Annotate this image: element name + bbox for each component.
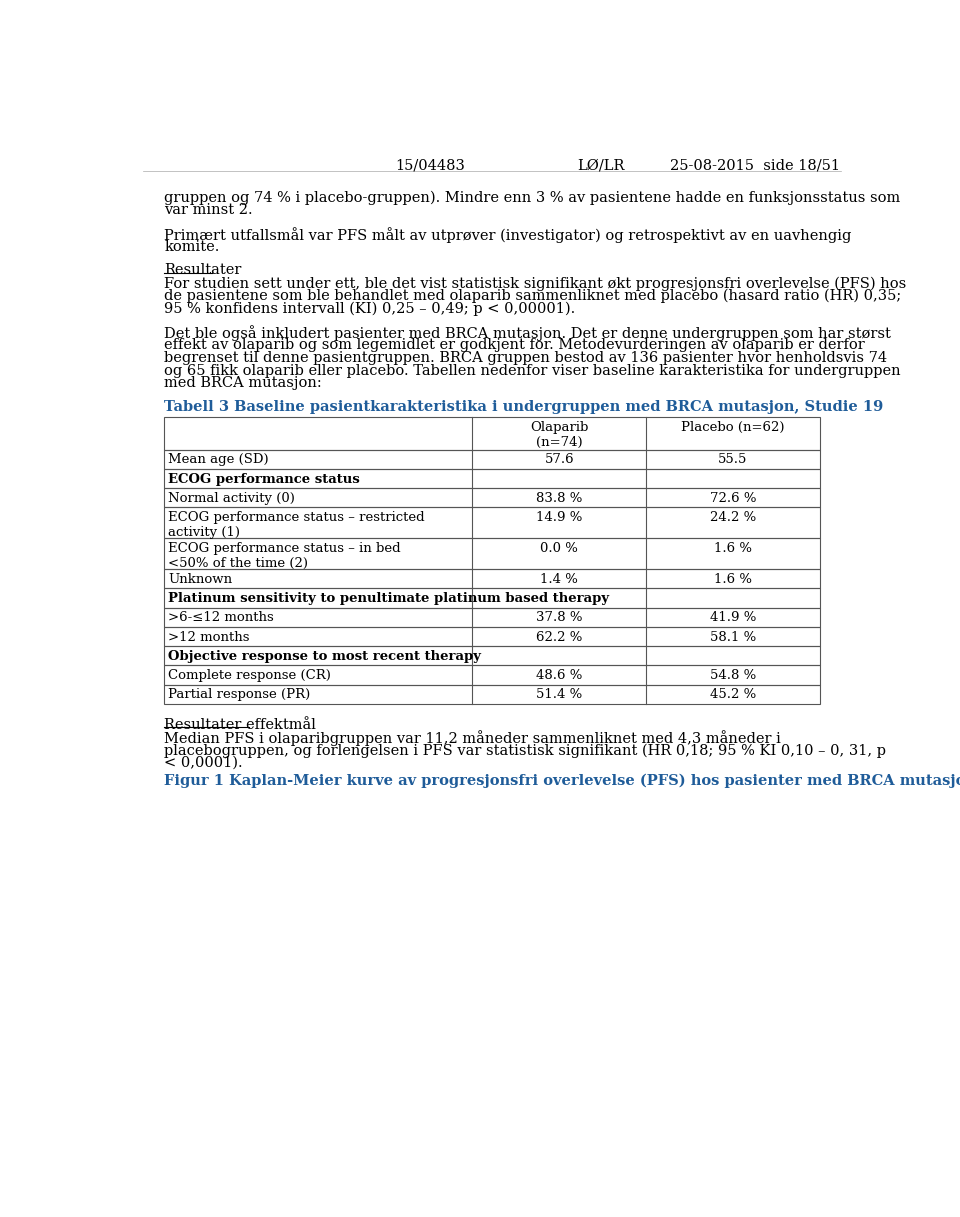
Bar — [164, 488, 820, 507]
Text: LØ/LR: LØ/LR — [577, 158, 624, 173]
Text: 14.9 %: 14.9 % — [536, 511, 583, 525]
Text: 72.6 %: 72.6 % — [709, 492, 756, 505]
Text: 1.6 %: 1.6 % — [714, 542, 752, 555]
Text: var minst 2.: var minst 2. — [164, 203, 252, 218]
Text: ECOG performance status: ECOG performance status — [168, 472, 360, 486]
Text: Objective response to most recent therapy: Objective response to most recent therap… — [168, 650, 481, 663]
Text: Platinum sensitivity to penultimate platinum based therapy: Platinum sensitivity to penultimate plat… — [168, 593, 610, 605]
Text: og 65 fikk olaparib eller placebo. Tabellen nedenfor viser baseline karakteristi: og 65 fikk olaparib eller placebo. Tabel… — [164, 364, 900, 377]
Text: Resultater: Resultater — [164, 263, 242, 277]
Text: 54.8 %: 54.8 % — [709, 669, 756, 683]
Text: placebogruppen, og forlengelsen i PFS var statistisk signifikant (HR 0,18; 95 % : placebogruppen, og forlengelsen i PFS va… — [164, 744, 886, 758]
Text: 1.6 %: 1.6 % — [714, 573, 752, 585]
Text: 95 % konfidens intervall (KI) 0,25 – 0,49; p < 0,00001).: 95 % konfidens intervall (KI) 0,25 – 0,4… — [164, 302, 575, 316]
Text: Normal activity (0): Normal activity (0) — [168, 492, 295, 505]
Text: >12 months: >12 months — [168, 630, 250, 644]
Text: 55.5: 55.5 — [718, 454, 748, 466]
Text: med BRCA mutasjon:: med BRCA mutasjon: — [164, 376, 322, 391]
Text: 1.4 %: 1.4 % — [540, 573, 578, 585]
Text: 58.1 %: 58.1 % — [709, 630, 756, 644]
Text: < 0,0001).: < 0,0001). — [164, 756, 243, 770]
Text: Det ble også inkludert pasienter med BRCA mutasjon. Det er denne undergruppen so: Det ble også inkludert pasienter med BRC… — [164, 325, 891, 341]
Text: 25-08-2015  side 18/51: 25-08-2015 side 18/51 — [670, 158, 841, 173]
Text: Resultater effektmål: Resultater effektmål — [164, 718, 316, 731]
Bar — [164, 417, 820, 449]
Text: Placebo (n=62): Placebo (n=62) — [682, 421, 784, 434]
Bar — [164, 627, 820, 646]
Bar — [164, 666, 820, 685]
Text: 83.8 %: 83.8 % — [536, 492, 583, 505]
Text: ECOG performance status – restricted
activity (1): ECOG performance status – restricted act… — [168, 511, 424, 539]
Bar — [164, 449, 820, 469]
Text: 41.9 %: 41.9 % — [709, 611, 756, 624]
Text: Complete response (CR): Complete response (CR) — [168, 669, 331, 683]
Text: 51.4 %: 51.4 % — [536, 689, 583, 701]
Text: Figur 1 Kaplan-Meier kurve av progresjonsfri overlevelse (PFS) hos pasienter med: Figur 1 Kaplan-Meier kurve av progresjon… — [164, 774, 960, 787]
Text: Primært utfallsmål var PFS målt av utprøver (investigator) og retrospektivt av e: Primært utfallsmål var PFS målt av utprø… — [164, 228, 852, 243]
Text: 37.8 %: 37.8 % — [536, 611, 583, 624]
Text: effekt av olaparib og som legemidlet er godkjent for. Metodevurderingen av olapa: effekt av olaparib og som legemidlet er … — [164, 338, 865, 352]
Text: de pasientene som ble behandlet med olaparib sammenliknet med placebo (hasard ra: de pasientene som ble behandlet med olap… — [164, 288, 901, 303]
Text: >6-≤12 months: >6-≤12 months — [168, 611, 274, 624]
Text: gruppen og 74 % i placebo-gruppen). Mindre enn 3 % av pasientene hadde en funksj: gruppen og 74 % i placebo-gruppen). Mind… — [164, 191, 900, 206]
Text: 48.6 %: 48.6 % — [536, 669, 583, 683]
Text: begrenset til denne pasientgruppen. BRCA gruppen bestod av 136 pasienter hvor he: begrenset til denne pasientgruppen. BRCA… — [164, 350, 887, 365]
Text: Median PFS i olaparibgruppen var 11,2 måneder sammenliknet med 4,3 måneder i: Median PFS i olaparibgruppen var 11,2 må… — [164, 730, 781, 746]
Bar — [164, 507, 820, 538]
Bar — [164, 685, 820, 703]
Text: 0.0 %: 0.0 % — [540, 542, 578, 555]
Bar — [164, 646, 820, 666]
Bar — [164, 538, 820, 570]
Text: Olaparib
(n=74): Olaparib (n=74) — [530, 421, 588, 449]
Text: For studien sett under ett, ble det vist statistisk signifikant økt progresjonsf: For studien sett under ett, ble det vist… — [164, 276, 906, 291]
Text: 24.2 %: 24.2 % — [709, 511, 756, 525]
Text: 15/04483: 15/04483 — [396, 158, 465, 173]
Text: ECOG performance status – in bed
<50% of the time (2): ECOG performance status – in bed <50% of… — [168, 542, 400, 570]
Text: 57.6: 57.6 — [544, 454, 574, 466]
Text: 62.2 %: 62.2 % — [536, 630, 583, 644]
Bar — [164, 588, 820, 607]
Text: Unknown: Unknown — [168, 573, 232, 585]
Text: Partial response (PR): Partial response (PR) — [168, 689, 310, 701]
Bar — [164, 607, 820, 627]
Text: 45.2 %: 45.2 % — [709, 689, 756, 701]
Text: Mean age (SD): Mean age (SD) — [168, 454, 269, 466]
Bar — [164, 570, 820, 588]
Text: Tabell 3 Baseline pasientkarakteristika i undergruppen med BRCA mutasjon, Studie: Tabell 3 Baseline pasientkarakteristika … — [164, 400, 883, 414]
Text: komite.: komite. — [164, 240, 220, 254]
Bar — [164, 469, 820, 488]
